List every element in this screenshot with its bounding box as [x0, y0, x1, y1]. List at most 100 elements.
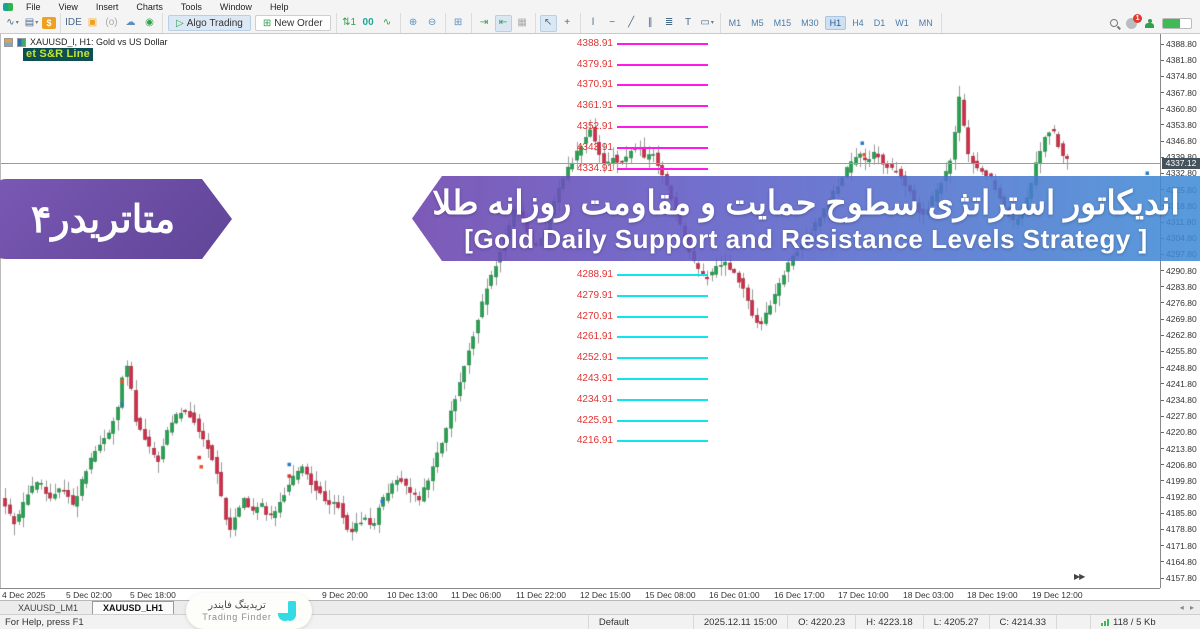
- sr-level-line[interactable]: [617, 84, 708, 87]
- price-tick: 4178.80: [1161, 524, 1197, 534]
- auto-scroll-icon[interactable]: ⇤: [494, 14, 512, 32]
- price-tick: 4206.80: [1161, 460, 1197, 470]
- price-tick: 4199.80: [1161, 476, 1197, 486]
- menu-charts[interactable]: Charts: [136, 1, 163, 12]
- tick-chart-icon[interactable]: 00: [362, 17, 374, 28]
- tradingfinder-watermark: تریدینگ فایندر Trading Finder: [186, 593, 312, 629]
- market-watch-icon[interactable]: $: [42, 17, 56, 29]
- timeframe-m15[interactable]: M15: [773, 18, 792, 28]
- chart-tab-xauusd_lh1[interactable]: XAUUSD_LH1: [92, 601, 175, 614]
- timeframe-w1[interactable]: W1: [895, 18, 909, 28]
- timeframe-m30[interactable]: M30: [801, 18, 819, 28]
- chart-title: XAUUSD_l, H1: Gold vs US Dollar: [30, 37, 168, 47]
- chart-type-icon[interactable]: ∿ ▾: [6, 17, 19, 28]
- screenshot-icon[interactable]: ▦: [517, 17, 527, 28]
- menu-tools[interactable]: Tools: [180, 1, 202, 12]
- price-tick: 4346.80: [1161, 136, 1197, 146]
- algo-trading-button[interactable]: ▷ Algo Trading: [168, 15, 251, 31]
- sr-level-line[interactable]: [617, 105, 708, 108]
- profile-icon[interactable]: ▤ ▾: [24, 17, 39, 28]
- cursor-icon[interactable]: ↖: [539, 14, 557, 32]
- time-axis[interactable]: 4 Dec 2025 5 Dec 02:00 5 Dec 18:00 9 Dec 20…: [0, 588, 1160, 600]
- account-icon[interactable]: [1145, 18, 1154, 28]
- vertical-line-icon[interactable]: ǀ: [591, 17, 595, 28]
- sr-level-line[interactable]: [617, 419, 708, 422]
- sr-level-line[interactable]: [617, 63, 708, 66]
- time-tick: 9 Dec 20:00: [322, 590, 368, 600]
- chart-tabs-bar: XAUUSD_LM1 XAUUSD_LH1 ◂ ▸: [0, 600, 1200, 614]
- sr-level-line[interactable]: [617, 125, 708, 128]
- sr-level-line[interactable]: [617, 357, 708, 360]
- sr-level-line[interactable]: [617, 336, 708, 339]
- search-icon[interactable]: [1110, 19, 1118, 27]
- shapes-icon[interactable]: ▭ ▾: [700, 17, 714, 28]
- time-tick: 12 Dec 15:00: [580, 590, 631, 600]
- timeframe-d1[interactable]: D1: [873, 18, 886, 28]
- timeframe-m5[interactable]: M5: [751, 18, 764, 28]
- zoom-out-icon[interactable]: ⊖: [427, 17, 437, 28]
- trendline-icon[interactable]: ╱: [628, 17, 635, 28]
- menu-insert[interactable]: Insert: [95, 1, 119, 12]
- sr-level-label: 4234.91: [576, 393, 613, 405]
- sr-level-label: 4243.91: [576, 372, 613, 384]
- timeframe-h4[interactable]: H4: [852, 18, 864, 28]
- chart-shift-icon[interactable]: ⇥: [479, 17, 489, 28]
- status-spacer: [1056, 615, 1090, 629]
- sr-level-line[interactable]: [617, 42, 708, 45]
- text-icon[interactable]: T: [685, 17, 692, 28]
- scroll-to-end-button[interactable]: ▶▶: [1074, 572, 1085, 581]
- chart-region[interactable]: XAUUSD_l, H1: Gold vs US Dollar et S&R L…: [0, 34, 1160, 588]
- sr-level-line[interactable]: [617, 440, 708, 443]
- status-profile[interactable]: Default: [587, 615, 693, 629]
- crosshair-icon[interactable]: +: [564, 17, 571, 28]
- time-tick: 16 Dec 17:00: [774, 590, 825, 600]
- price-tick: 4360.80: [1161, 104, 1197, 114]
- horizontal-line-icon[interactable]: −: [609, 17, 616, 28]
- tab-scroll-arrows[interactable]: ◂ ▸: [1179, 603, 1196, 612]
- banner-title-farsi: اندیکاتور استراتژی سطوح حمایت و مقاومت ر…: [432, 183, 1180, 221]
- zoom-in-icon[interactable]: ⊕: [408, 17, 418, 28]
- sort-ticks-icon[interactable]: ⇅1: [342, 17, 357, 28]
- sr-level-label: 4279.91: [576, 289, 613, 301]
- menu-view[interactable]: View: [58, 1, 78, 12]
- chart-tab-xauusd_lm1[interactable]: XAUUSD_LM1: [18, 602, 79, 613]
- notifications-icon[interactable]: 1: [1126, 13, 1142, 29]
- grid-icon[interactable]: ⊞: [453, 17, 463, 28]
- time-tick: 17 Dec 10:00: [838, 590, 889, 600]
- sr-level-line[interactable]: [617, 146, 708, 149]
- time-tick: 18 Dec 19:00: [967, 590, 1018, 600]
- sr-level-line[interactable]: [617, 294, 708, 297]
- price-tick: 4262.80: [1161, 330, 1197, 340]
- snr-indicator-label[interactable]: et S&R Line: [23, 48, 93, 61]
- new-order-button[interactable]: ⊞ New Order: [254, 15, 331, 31]
- sr-level-line[interactable]: [617, 167, 708, 170]
- sr-level-label: 4288.91: [576, 268, 613, 280]
- community-icon[interactable]: ◉: [145, 17, 154, 28]
- sr-level-label: 4352.91: [576, 120, 613, 132]
- candlestick-chart[interactable]: [1, 34, 1160, 588]
- channel-icon[interactable]: ∥: [647, 17, 653, 28]
- menu-help[interactable]: Help: [269, 1, 289, 12]
- menu-window[interactable]: Window: [219, 1, 252, 12]
- lock-icon[interactable]: ▣: [87, 17, 98, 28]
- sr-level-line[interactable]: [617, 273, 708, 276]
- signal-icon[interactable]: (o): [105, 17, 118, 28]
- timeframe-m1[interactable]: M1: [728, 18, 742, 28]
- price-tick: 4220.80: [1161, 427, 1197, 437]
- fibonacci-icon[interactable]: ≣: [664, 17, 674, 28]
- timeframe-mn[interactable]: MN: [918, 18, 933, 28]
- depth-of-market-icon[interactable]: ∿: [382, 17, 392, 28]
- sr-level-label: 4225.91: [576, 414, 613, 426]
- cloud-icon[interactable]: ☁: [125, 17, 136, 28]
- timeframe-h1[interactable]: H1: [824, 16, 847, 30]
- sr-level-line[interactable]: [617, 377, 708, 380]
- price-axis[interactable]: 4388.80 4381.80 4374.80 4367.80 4360.80 4353.…: [1160, 34, 1200, 588]
- ide-button[interactable]: IDE: [65, 17, 82, 28]
- price-tick: 4276.80: [1161, 298, 1197, 308]
- banner-title-english: [Gold Daily Support and Resistance Level…: [464, 223, 1148, 254]
- price-tick: 4269.80: [1161, 314, 1197, 324]
- price-tick: 4227.80: [1161, 411, 1197, 421]
- sr-level-line[interactable]: [617, 398, 708, 401]
- menu-file[interactable]: File: [26, 1, 41, 12]
- sr-level-line[interactable]: [617, 315, 708, 318]
